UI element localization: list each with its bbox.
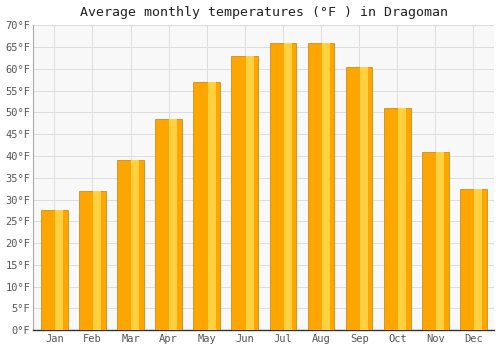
Bar (132, 160, 140, 330)
Bar (194, 82, 220, 330)
Bar (360, 66, 368, 330)
Bar (322, 43, 330, 330)
Bar (422, 152, 448, 330)
Bar (93, 191, 101, 330)
Bar (384, 108, 410, 330)
Bar (170, 119, 177, 330)
Bar (284, 43, 292, 330)
Bar (156, 119, 182, 330)
Bar (270, 43, 296, 330)
Bar (208, 82, 216, 330)
Bar (41, 210, 68, 330)
Title: Average monthly temperatures (°F ) in Dragoman: Average monthly temperatures (°F ) in Dr… (80, 6, 448, 19)
Bar (79, 191, 106, 330)
Bar (346, 66, 372, 330)
Bar (232, 56, 258, 330)
Bar (246, 56, 254, 330)
Bar (117, 160, 144, 330)
Bar (55, 210, 63, 330)
Bar (460, 189, 487, 330)
Bar (398, 108, 406, 330)
Bar (308, 43, 334, 330)
Bar (474, 189, 482, 330)
Bar (436, 152, 444, 330)
